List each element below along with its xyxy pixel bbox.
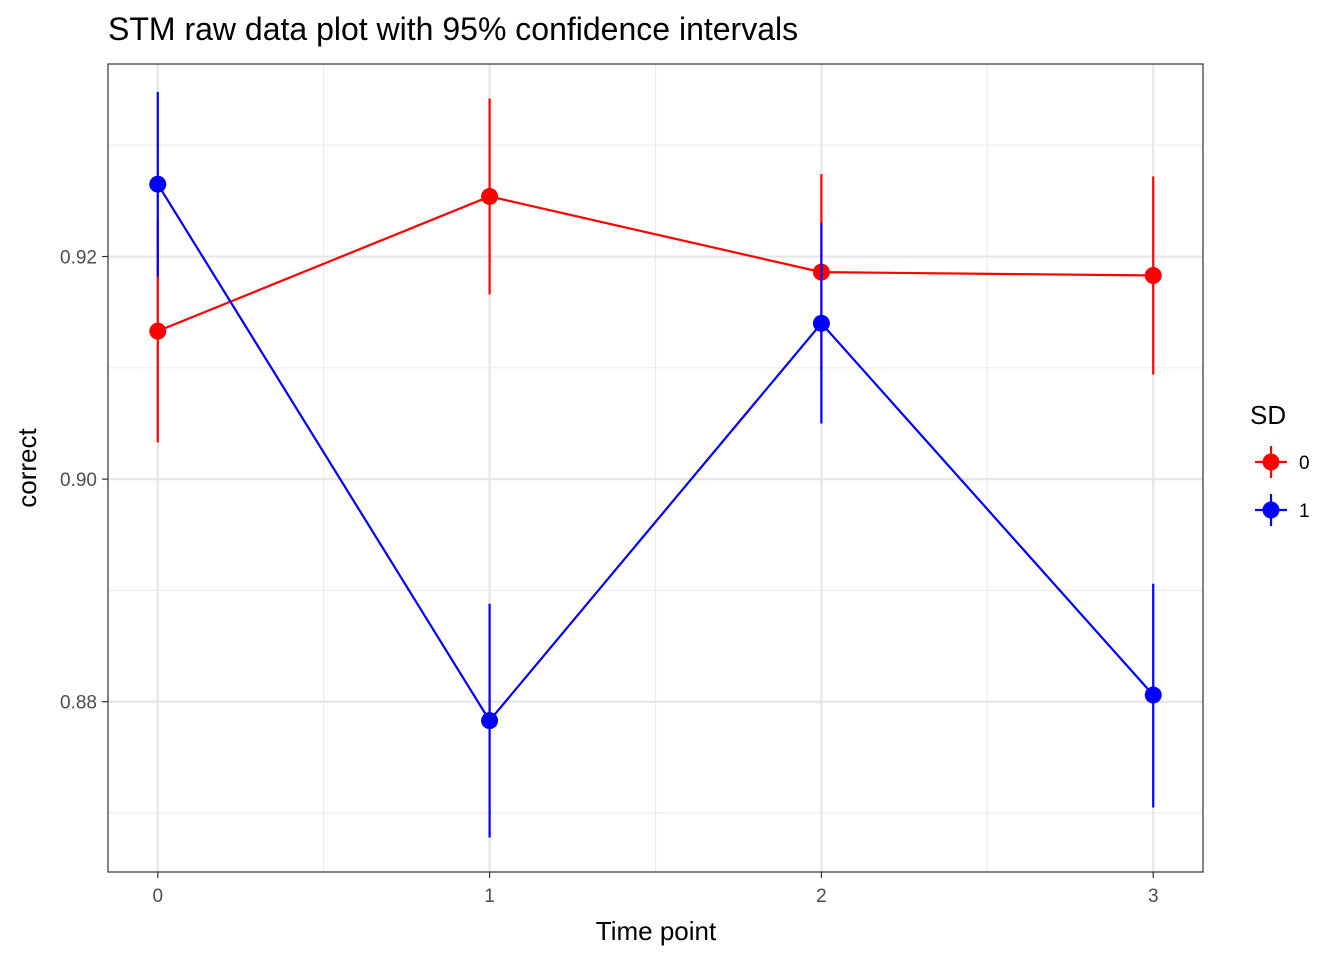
series-0-line [157, 195, 1154, 333]
panel-border [107, 63, 1204, 873]
series-1-line [156, 183, 1155, 723]
legend-key-point [1262, 501, 1280, 519]
y-axis-title: correct [12, 427, 42, 507]
x-tick-label: 0 [152, 886, 163, 907]
series-1 [149, 91, 1162, 838]
series-1-point [1144, 686, 1162, 704]
series-layer [149, 91, 1162, 838]
series-0 [149, 98, 1162, 443]
legend: SD 0 1 [1250, 400, 1310, 526]
x-tick-label: 1 [484, 886, 495, 907]
y-tick-label: 0.88 [60, 693, 97, 714]
x-axis: 0 1 2 3 [152, 872, 1159, 907]
y-tick-label: 0.90 [60, 470, 97, 491]
series-1-point [812, 314, 830, 332]
legend-key-point [1262, 453, 1280, 471]
grid [108, 64, 1203, 872]
series-1-point [481, 712, 499, 730]
chart-title: STM raw data plot with 95% confidence in… [108, 11, 798, 47]
x-tick-label: 3 [1148, 886, 1159, 907]
y-tick-label: 0.92 [60, 248, 97, 269]
series-0-point [481, 187, 499, 205]
series-0-point [1144, 266, 1162, 284]
x-tick-label: 2 [816, 886, 827, 907]
legend-label-1: 1 [1299, 501, 1310, 522]
legend-key-1 [1255, 494, 1287, 526]
x-axis-title: Time point [596, 916, 717, 946]
legend-title: SD [1250, 400, 1286, 430]
series-0-point [149, 322, 167, 340]
legend-label-0: 0 [1299, 453, 1310, 474]
series-1-point [149, 175, 167, 193]
legend-key-0 [1255, 446, 1287, 478]
y-axis: 0.88 0.90 0.92 [60, 248, 108, 714]
